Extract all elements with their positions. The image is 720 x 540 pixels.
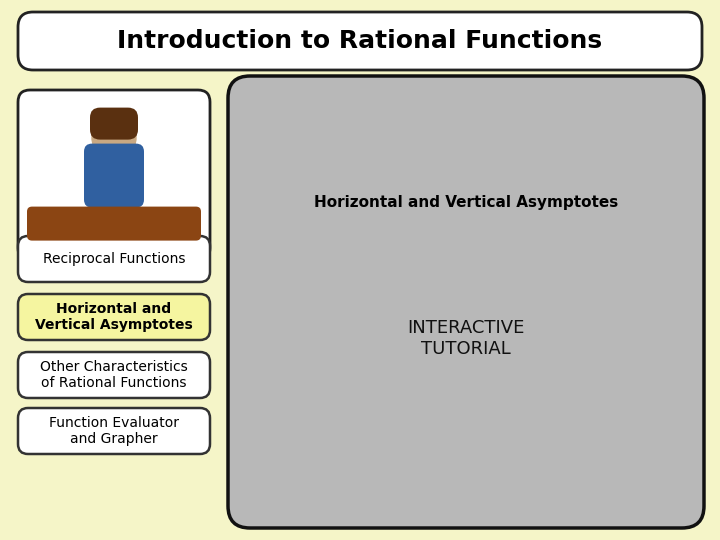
Text: Horizontal and Vertical Asymptotes: Horizontal and Vertical Asymptotes [314,195,618,210]
Text: Other Characteristics
of Rational Functions: Other Characteristics of Rational Functi… [40,360,188,390]
Text: Horizontal and
Vertical Asymptotes: Horizontal and Vertical Asymptotes [35,302,193,332]
Text: Introduction to Rational Functions: Introduction to Rational Functions [117,29,603,53]
FancyBboxPatch shape [18,352,210,398]
Text: Function Evaluator
and Grapher: Function Evaluator and Grapher [49,416,179,446]
FancyBboxPatch shape [84,144,144,207]
FancyBboxPatch shape [90,107,138,140]
FancyBboxPatch shape [18,294,210,340]
Circle shape [92,116,136,160]
FancyBboxPatch shape [18,90,210,260]
FancyBboxPatch shape [18,12,702,70]
Text: Reciprocal Functions: Reciprocal Functions [42,252,185,266]
FancyBboxPatch shape [228,76,704,528]
FancyBboxPatch shape [27,207,201,241]
FancyBboxPatch shape [18,236,210,282]
Text: INTERACTIVE
TUTORIAL: INTERACTIVE TUTORIAL [408,319,525,357]
FancyBboxPatch shape [18,408,210,454]
